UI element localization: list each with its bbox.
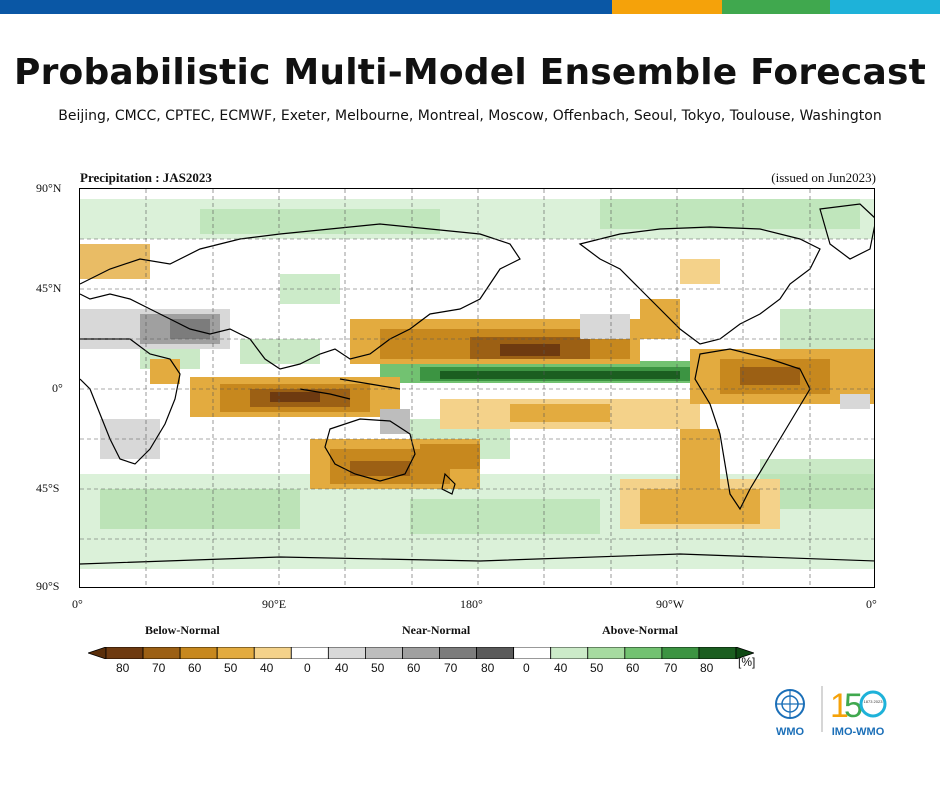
graticule [80,189,874,587]
cb-label-above-50: 50 [590,661,604,675]
lat-label-equator: 0° [52,381,63,395]
cb-label-above-40: 40 [554,661,568,675]
lat-label-45s: 45°S [36,481,60,495]
colorbar-segment [661,647,700,659]
colorbar-right-tip [735,647,754,659]
lat-label-90n: 90°N [36,181,62,195]
cb-label-below-50: 50 [224,661,238,675]
legend-below-normal: Below-Normal [145,623,220,637]
cb-label-above-0: 0 [523,661,530,675]
colorbar-segment [476,647,515,659]
cb-label-below-80: 80 [116,661,130,675]
cb-label-near-0: 0 [304,661,311,675]
cb-label-below-70: 70 [152,661,166,675]
imo-wmo-150-logo-icon: 1 5 1873 2023 IMO-WMO [830,687,887,738]
lon-label-180: 180° [460,597,483,611]
colorbar-segment [253,647,292,659]
wmo-logo-text: WMO [776,726,805,738]
lat-label-90s: 90°S [36,579,60,593]
map-header: Precipitation : JAS2023 (issued on Jun20… [80,170,876,192]
colorbar-segment [550,647,589,659]
brand-bar-blue [0,0,612,14]
legend-unit: [%] [738,655,756,669]
cb-label-near-50: 50 [371,661,385,675]
map-issued-date: (issued on Jun2023) [771,170,876,185]
wmo-logo-icon: WMO [775,689,805,738]
coastlines [80,203,874,565]
cb-label-near-70: 70 [444,661,458,675]
cb-label-below-60: 60 [188,661,202,675]
legend-colorbar [88,647,754,659]
lat-label-45n: 45°N [36,281,62,295]
imo-wmo-text: IMO-WMO [832,726,885,738]
cb-label-above-70: 70 [664,661,678,675]
colorbar-segment [365,647,403,659]
colorbar-segment [513,647,552,659]
legend-above-normal: Above-Normal [602,623,678,637]
colorbar-segment [439,647,477,659]
forecast-map [79,188,875,588]
colorbar-segment [402,647,440,659]
cb-label-near-80: 80 [481,661,495,675]
150-one: 1 [830,687,849,725]
brand-bar-green [722,0,830,14]
colorbar-segment [698,647,737,659]
map-title: Precipitation : JAS2023 [80,170,212,185]
colorbar-segment [587,647,626,659]
forecast-map-svg [80,189,874,587]
anniversary-years: 1873 2023 [864,699,884,704]
below-normal-regions [80,244,874,529]
cb-label-near-60: 60 [407,661,421,675]
cb-label-above-60: 60 [626,661,640,675]
150-five: 5 [844,687,863,725]
lon-label-90e: 90°E [262,597,287,611]
page-subtitle: Beijing, CMCC, CPTEC, ECMWF, Exeter, Mel… [58,108,882,124]
colorbar-segment [624,647,663,659]
colorbar-left-tip [88,647,107,659]
colorbar-segment [290,647,329,659]
colorbar-segment [105,647,144,659]
cb-label-above-80: 80 [700,661,714,675]
colorbar-segment [142,647,181,659]
lon-label-90w: 90°W [656,597,685,611]
brand-bar-orange [612,0,722,14]
cb-label-below-40: 40 [260,661,274,675]
lon-label-0: 0° [72,597,83,611]
lon-label-0-east: 0° [866,597,877,611]
cb-label-near-40: 40 [335,661,349,675]
legend-near-normal: Near-Normal [402,623,471,637]
colorbar-segment [216,647,255,659]
page-title: Probabilistic Multi-Model Ensemble Forec… [13,52,926,93]
colorbar-segment [179,647,218,659]
logos: WMO 1 5 1873 2023 IMO-WMO [775,686,887,738]
colorbar-segment [327,647,366,659]
brand-bar-cyan [830,0,940,14]
brand-top-bar [0,0,940,14]
